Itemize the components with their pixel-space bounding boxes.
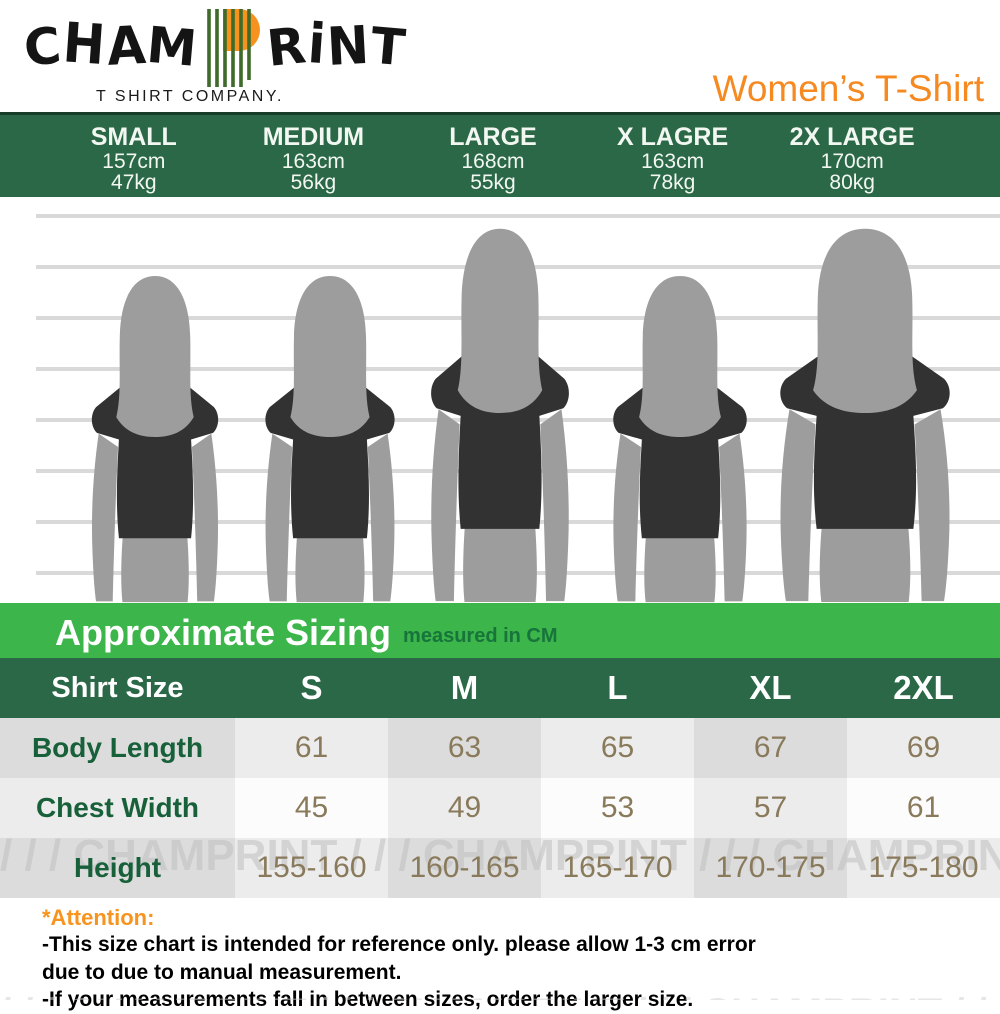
sizing-banner: Approximate Sizing measured in CM [0,603,1000,658]
size-table: Shirt Size S M L XL 2XL Body Length 61 6… [0,658,1000,898]
body-length-m: 63 [447,731,482,764]
body-length-2xl: 69 [906,731,941,764]
size-height: 168cm [461,150,525,173]
size-weight: 56kg [290,171,337,194]
body-length-s: 61 [294,731,329,764]
size-height: 163cm [281,150,345,173]
chest-width-2xl: 61 [906,791,941,824]
height-m: 160-165 [409,851,520,884]
size-weight: 78kg [649,171,696,194]
champrint-watermark-bottom: / / / CHAMPRINT / / / CHAMPRINT / / / CH… [0,992,1000,1000]
silhouette-canvas [36,214,1000,603]
header-shirt-size: Shirt Size [51,671,184,704]
header-size-m: M [450,669,479,706]
brand-tagline: T SHIRT COMPANY. [96,88,284,105]
chest-width-l: 53 [600,791,635,824]
striped-p-logo-icon [205,6,263,95]
header-size-l: L [607,669,628,706]
size-name: X LAGRE [617,123,729,151]
product-title: Women’s T-Shirt [712,68,984,109]
size-height: 170cm [820,150,884,173]
champrint-logo: CHAM RiNT [21,4,410,95]
attention-line-1: -This size chart is intended for referen… [42,933,756,956]
attention-title: *Attention: [42,905,155,930]
size-name: SMALL [90,123,177,151]
height-s: 155-160 [256,851,367,884]
header-size-2xl: 2XL [893,669,954,706]
header-size-xl: XL [749,669,792,706]
chest-width-xl: 57 [753,791,788,824]
height-xl: 170-175 [715,851,826,884]
table-row-body-length: Body Length 61 63 65 67 69 [0,718,1000,778]
height-l: 165-170 [562,851,673,884]
table-row-chest-width: Chest Width 45 49 53 57 61 [0,778,1000,838]
size-summary-bar: SMALL 157cm 47kg MEDIUM 163cm 56kg LARGE… [0,112,1000,197]
body-length-l: 65 [600,731,635,764]
size-summary-small: SMALL 157cm 47kg [44,120,224,197]
champrint-watermark: / / / CHAMPRINT / / / CHAMPRINT / / / CH… [0,833,1000,878]
size-weight: 55kg [470,171,516,194]
sizing-banner-title: Approximate Sizing [55,612,392,653]
figure-large [431,228,569,603]
figure-medium [265,275,395,603]
attention-line-2: due to due to manual measurement. [42,960,402,984]
size-name: MEDIUM [262,123,365,151]
figure-2xlarge [780,228,950,603]
row-label: Chest Width [35,792,200,823]
size-summary-large: LARGE 168cm 55kg [403,120,583,197]
size-table-header-row: Shirt Size S M L XL 2XL [0,658,1000,718]
size-summary-2xlarge: 2X LARGE 170cm 80kg [762,120,942,197]
figure-xlarge [613,275,747,603]
header-size-s: S [300,669,323,706]
chest-width-s: 45 [294,791,329,824]
size-summary-xlarge: X LAGRE 163cm 78kg [583,120,763,197]
row-label: Height [73,852,162,883]
size-weight: 47kg [111,171,157,194]
silhouette-lineup [0,197,1000,603]
size-height: 157cm [102,150,166,173]
logo-text-rint: RiNT [264,11,410,78]
height-2xl: 175-180 [868,851,979,884]
body-length-xl: 67 [753,731,788,764]
size-height: 163cm [641,150,705,173]
size-name: LARGE [449,123,537,151]
size-summary-medium: MEDIUM 163cm 56kg [224,120,404,197]
page-header: CHAM RiNT T SHIRT COMPANY. Women’s T-Shi… [0,0,1000,112]
sizing-banner-subtitle: measured in CM [403,625,558,647]
figure-small [91,275,219,603]
chest-width-m: 49 [447,791,482,824]
table-row-height: Height 155-160 160-165 165-170 170-175 1… [0,838,1000,898]
size-name: 2X LARGE [789,123,915,151]
logo-text-cham: CHAM [21,10,202,79]
row-label: Body Length [31,732,204,763]
size-weight: 80kg [829,171,875,194]
